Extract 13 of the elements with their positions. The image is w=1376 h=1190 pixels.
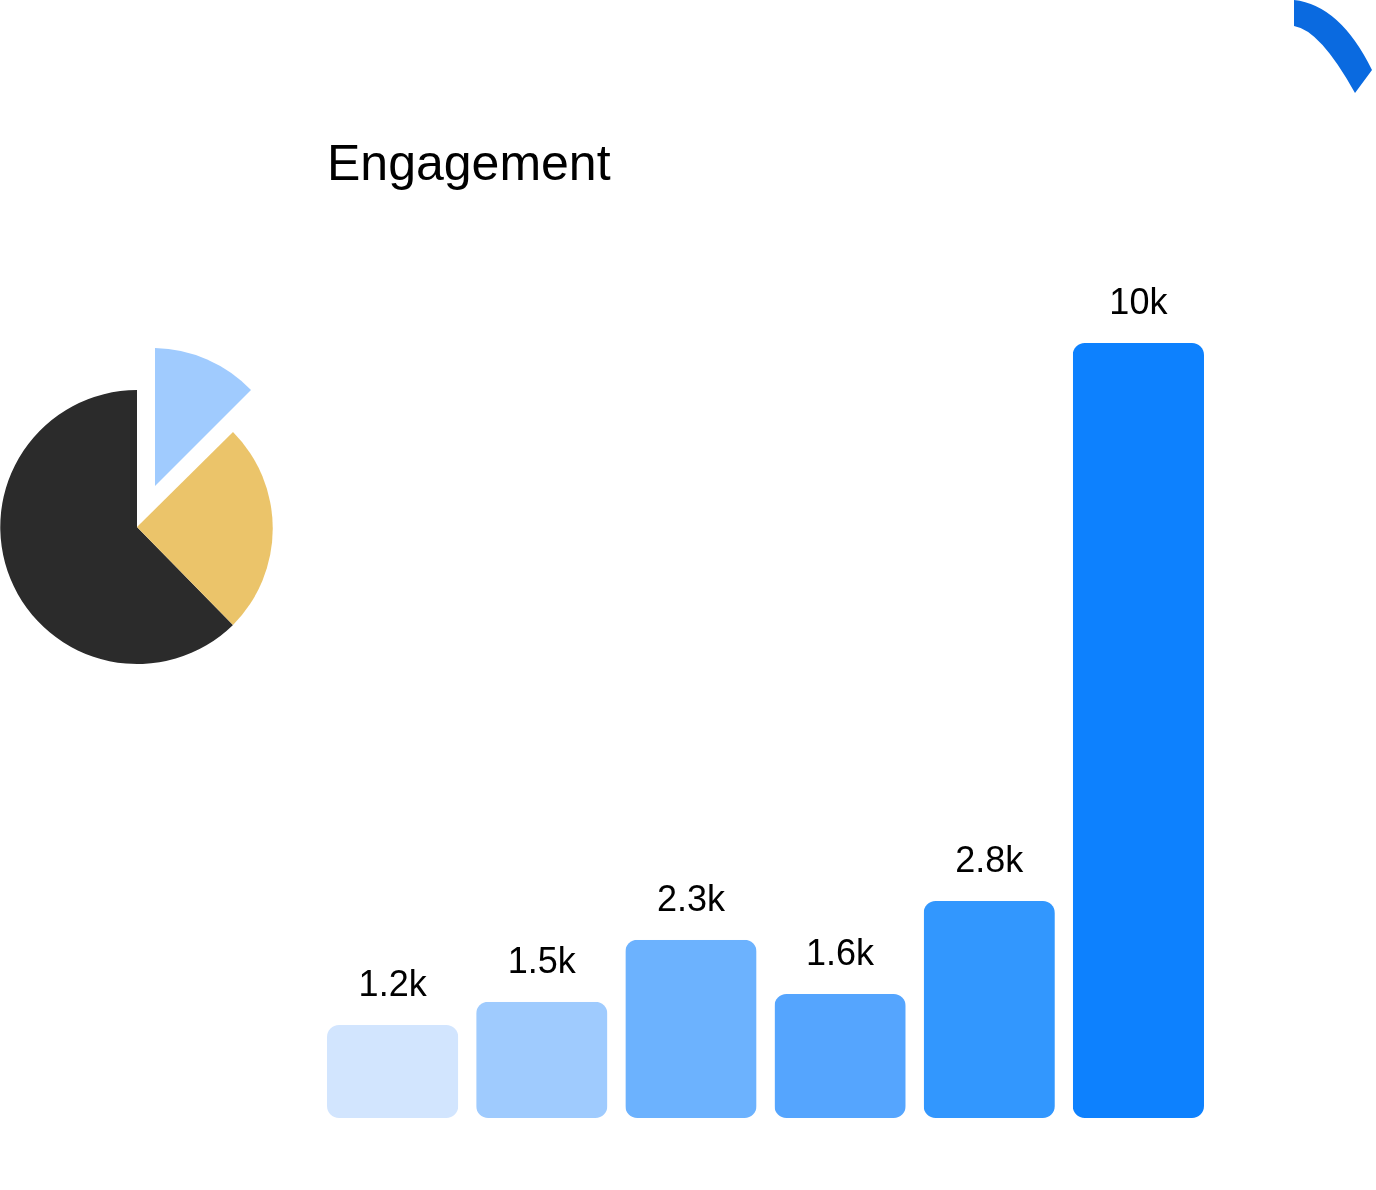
data-label: 1.6k <box>806 932 876 973</box>
data-label: 1.5k <box>507 939 577 981</box>
bar <box>774 994 906 1118</box>
bar <box>1072 343 1204 1118</box>
data-label: 10k <box>1109 281 1169 322</box>
data-label: 1.2k <box>358 963 428 1004</box>
data-label: 2.8k <box>955 839 1025 880</box>
bar <box>923 901 1055 1118</box>
data-label: 2.3k <box>656 877 726 919</box>
bar <box>327 1025 459 1118</box>
bar <box>625 939 757 1118</box>
chart-title: Engagement <box>327 135 611 191</box>
bar <box>476 1001 608 1118</box>
